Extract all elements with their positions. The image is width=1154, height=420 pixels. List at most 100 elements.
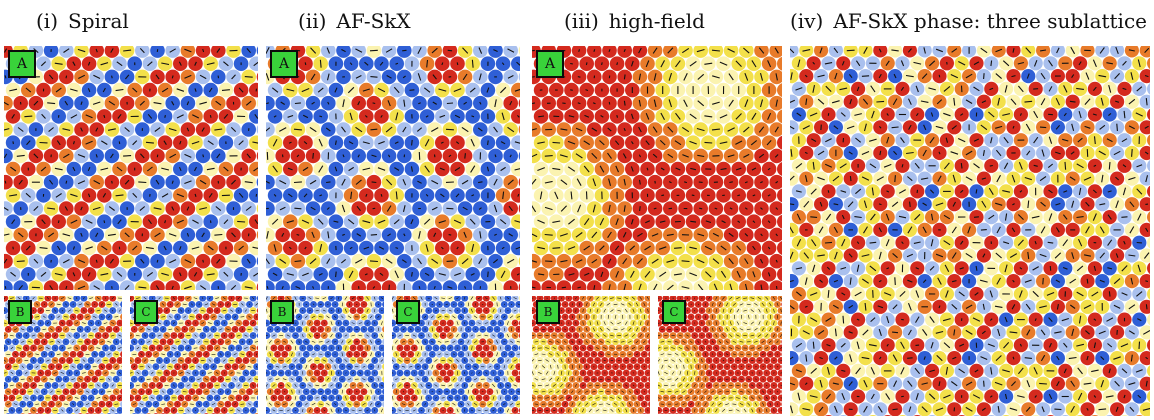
spin-site (275, 280, 290, 290)
spin-arrow (161, 390, 165, 393)
spin-arrow (577, 102, 581, 105)
spin-arrow (506, 333, 510, 338)
spin-arrow (57, 402, 60, 406)
spin-arrow (559, 154, 568, 158)
spin-arrow (470, 296, 474, 300)
spin-site (266, 357, 271, 364)
spin-arrow (325, 127, 331, 132)
spin-arrow (326, 181, 331, 184)
spin-site (518, 382, 520, 389)
spin-arrow (322, 384, 327, 387)
spin-arrow (516, 316, 520, 318)
spin-arrow (456, 384, 459, 387)
spin-arrow (499, 218, 507, 225)
spin-arrow (179, 272, 182, 277)
spin-arrow (47, 207, 56, 210)
spin-site (170, 296, 178, 302)
spin-arrow (359, 397, 361, 399)
spin-arrow (575, 259, 583, 264)
spin-arrow (107, 377, 111, 381)
spin-arrow (187, 346, 190, 350)
spin-arrow (347, 86, 355, 94)
spin-arrow (729, 181, 733, 184)
spin-arrow (470, 334, 474, 337)
spin-arrow (312, 353, 315, 356)
spin-arrow (508, 205, 513, 212)
spin-arrow (743, 126, 750, 133)
spin-arrow (449, 347, 452, 349)
spin-arrow (377, 403, 380, 406)
spin-arrow (244, 396, 248, 400)
spin-site (104, 280, 120, 290)
spin-arrow (735, 167, 742, 171)
spin-arrow (427, 359, 430, 362)
spin-arrow (276, 328, 279, 331)
spin-arrow (161, 316, 166, 318)
spin-arrow (438, 390, 441, 393)
spin-site (256, 46, 258, 55)
spin-arrow (169, 353, 171, 356)
afskx-panel-a: A (266, 46, 520, 290)
spin-arrow (623, 205, 626, 212)
spin-arrow (736, 245, 742, 251)
spin-site (196, 413, 202, 414)
spin-arrow (456, 246, 459, 250)
spin-arrow (425, 194, 429, 197)
spin-arrow (246, 258, 251, 264)
title-afskx: (ii) AF-SkX (298, 6, 411, 36)
spin-arrow (729, 283, 733, 290)
spin-arrow (201, 127, 205, 132)
spin-arrow (470, 165, 476, 173)
spin-arrow (425, 115, 429, 118)
spin-arrow (198, 390, 200, 393)
spin-site (571, 280, 587, 290)
spin-arrow (500, 384, 502, 387)
spin-arrow (410, 353, 412, 355)
spin-arrow (48, 127, 54, 133)
spin-arrow (696, 259, 705, 264)
spin-arrow (219, 328, 223, 331)
spin-arrow (456, 297, 459, 300)
spin-arrow (403, 233, 406, 237)
spin-arrow (402, 75, 406, 79)
spin-arrow (323, 347, 326, 349)
spin-site (153, 413, 159, 414)
spin-arrow (10, 166, 17, 172)
spin-arrow (577, 76, 581, 78)
spin-arrow (774, 47, 779, 54)
spin-arrow (162, 340, 164, 343)
spin-arrow (471, 194, 475, 197)
spin-arrow (394, 340, 398, 344)
spin-site (256, 296, 258, 301)
spin-arrow (378, 140, 385, 145)
spin-arrow (638, 73, 642, 81)
spin-site (266, 174, 275, 190)
spiral-panel-b: B (4, 296, 122, 414)
spin-arrow (380, 193, 383, 197)
spin-site (42, 413, 47, 414)
spin-arrow (89, 371, 93, 375)
spin-arrow (430, 315, 434, 319)
spin-arrow (63, 153, 70, 159)
spin-arrow (668, 99, 673, 108)
spin-arrow (608, 204, 611, 213)
spin-arrow (441, 384, 446, 387)
spin-arrow (347, 315, 352, 319)
spin-arrow (222, 384, 226, 387)
spin-arrow (610, 309, 614, 313)
spin-arrow (72, 61, 76, 66)
spin-arrow (64, 316, 68, 318)
spin-arrow (350, 191, 353, 200)
spin-arrow (752, 220, 756, 224)
spin-site (368, 413, 374, 414)
spin-site (769, 148, 782, 164)
spin-arrow (441, 297, 446, 299)
spin-arrow (153, 207, 162, 210)
spin-arrow (208, 359, 212, 362)
spin-arrow (190, 316, 194, 318)
spin-arrow (532, 260, 538, 263)
spin-arrow (537, 141, 545, 144)
spin-arrow (100, 167, 109, 171)
spin-arrow (651, 258, 659, 264)
spin-arrow (470, 308, 473, 313)
